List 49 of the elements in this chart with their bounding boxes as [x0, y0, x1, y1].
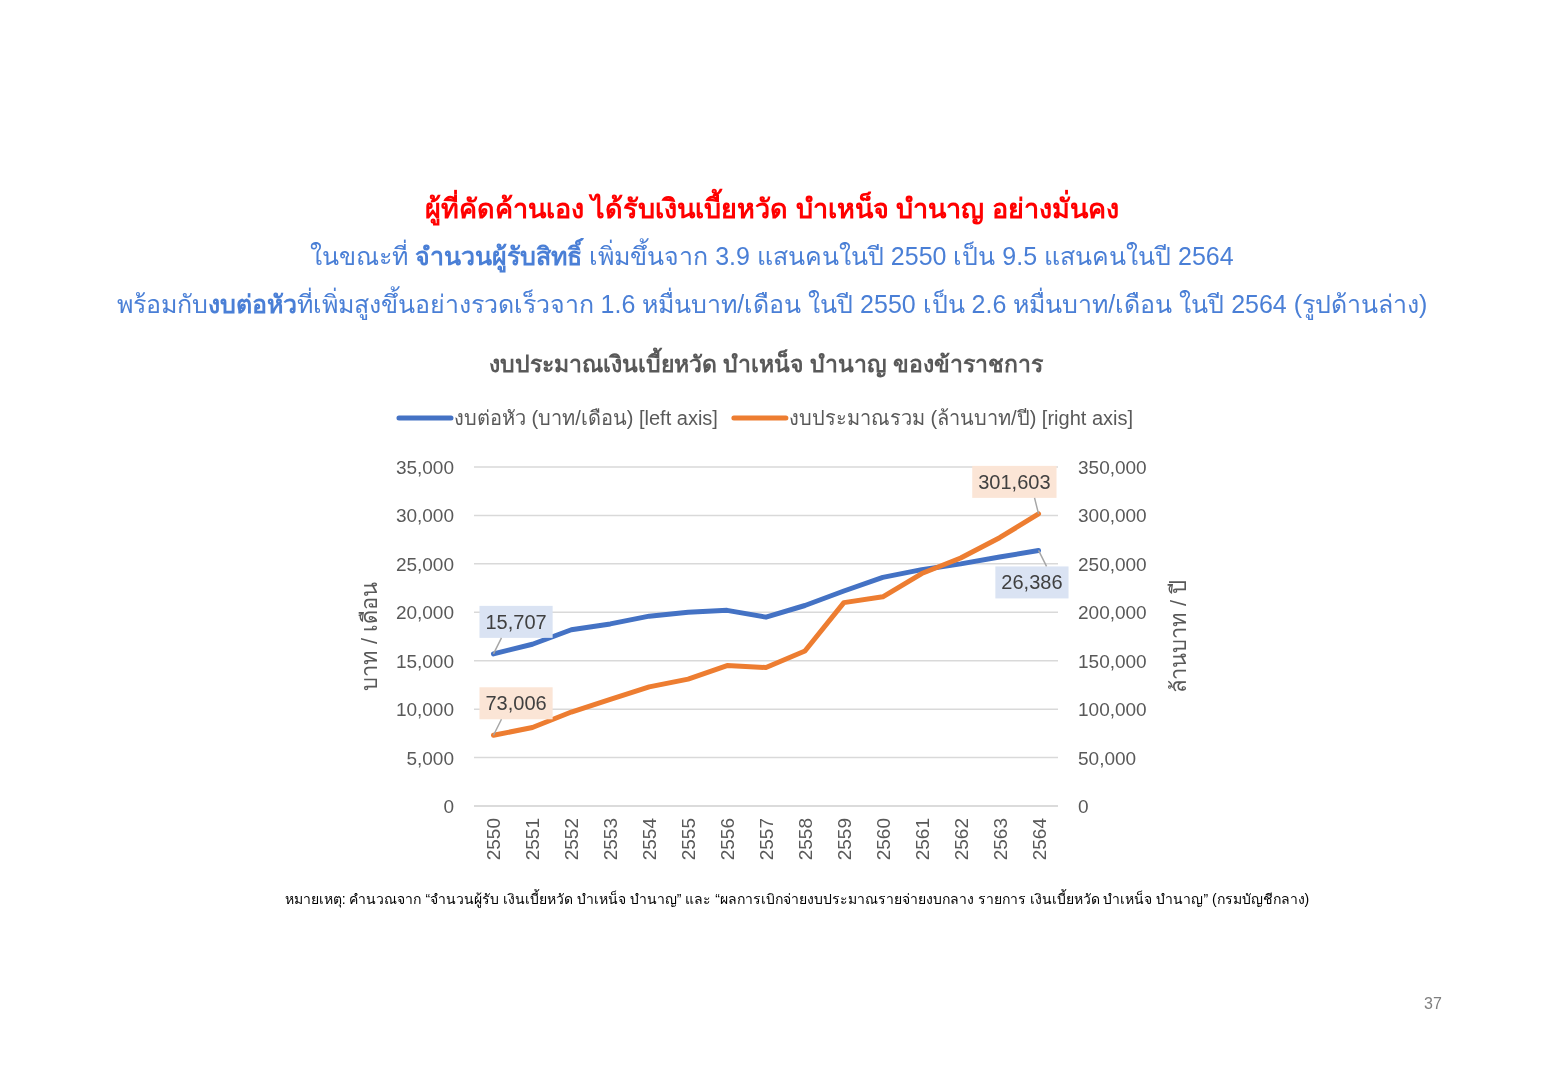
x-tick-label: 2551 [522, 818, 544, 861]
y2-tick-label: 300,000 [1078, 505, 1147, 527]
y-tick-label: 20,000 [395, 602, 454, 624]
x-tick-label: 2553 [600, 818, 622, 861]
data-label: 73,006 [485, 692, 547, 715]
data-label: 301,603 [978, 470, 1051, 493]
y2-tick-label: 200,000 [1078, 602, 1147, 624]
value-label: 73,006 [479, 687, 553, 737]
text: พร้อมกับงบต่อหัวที่เพิ่มสูงขึ้นอย่างรวดเร็วจาก 1.6 หมื่นบาท/เดือน ในปี 2550 เป็น 2.6 หมื่นบาท/เดือน ในปี 2564 (รูปด้านล่าง) [116, 286, 1428, 320]
y-axis-title: บาท / เดือน [357, 581, 382, 692]
x-tick-label: 2558 [794, 818, 816, 861]
y-tick-label: 0 [443, 796, 454, 817]
x-tick-label: 2556 [717, 818, 739, 861]
x-tick-label: 2552 [561, 818, 583, 861]
y-tick-label: 25,000 [395, 553, 454, 575]
x-tick-label: 2559 [833, 818, 855, 861]
value-label: 15,707 [479, 605, 553, 655]
text: ในขณะที่ จำนวนผู้รับสิทธิ์ เพิ่มขึ้นจาก 3.9 แสนคนในปี 2550 เป็น 9.5 แสนคนในปี 2564 [310, 237, 1234, 273]
chart-title: งบประมาณเงินเบี้ยหวัด บำเหน็จ บำนาญ ของข้าราชการ [488, 347, 1045, 378]
x-tick-label: 2560 [872, 818, 894, 861]
y2-tick-label: 0 [1078, 796, 1089, 817]
y2-tick-label: 100,000 [1078, 699, 1147, 721]
y-tick-label: 10,000 [395, 699, 454, 721]
y-tick-label: 5,000 [406, 747, 454, 769]
y-tick-label: 15,000 [395, 650, 454, 672]
value-label: 301,603 [972, 465, 1057, 515]
x-tick-label: 2557 [756, 818, 777, 861]
data-label: 15,707 [485, 610, 547, 633]
x-tick-label: 2564 [1028, 817, 1050, 861]
x-tick-label: 2562 [950, 818, 972, 861]
y2-tick-label: 350,000 [1078, 457, 1147, 478]
y-tick-label: 35,000 [395, 457, 454, 478]
y2-axis-title: ล้านบาท / ปี [1166, 579, 1191, 694]
legend-label: งบต่อหัว (บาท/เดือน) [left axis] [453, 407, 718, 429]
text: ผู้ที่คัดค้านเอง ได้รับเงินเบี้ยหวัด บำเหน็จ บำนาญ อย่างมั่นคง [424, 188, 1120, 226]
legend-label: งบประมาณรวม (ล้านบาท/ปี) [right axis] [788, 407, 1134, 429]
y2-tick-label: 150,000 [1078, 650, 1147, 672]
data-label: 26,386 [1001, 571, 1063, 594]
x-tick-label: 2550 [483, 818, 505, 861]
x-tick-label: 2563 [989, 818, 1011, 861]
y-tick-label: 30,000 [395, 505, 454, 527]
y2-tick-label: 250,000 [1078, 553, 1147, 575]
text: หมายเหตุ: คำนวณจาก “จำนวนผู้รับ เงินเบี้ยหวัด บำเหน็จ บำนาญ” และ “ผลการเบิกจ่ายงบประมาณรายจ่ายงบกลาง รายการ เงินเบี้ยหวัด บำเหน็จ บำนาญ” (กรมบัญชีกลาง) [284, 889, 1310, 908]
x-tick-label: 2554 [639, 817, 661, 861]
value-label: 26,386 [995, 549, 1069, 599]
x-tick-label: 2555 [678, 818, 700, 861]
text: 37 [1424, 995, 1442, 1012]
y2-tick-label: 50,000 [1078, 747, 1137, 769]
x-tick-label: 2561 [911, 818, 933, 861]
